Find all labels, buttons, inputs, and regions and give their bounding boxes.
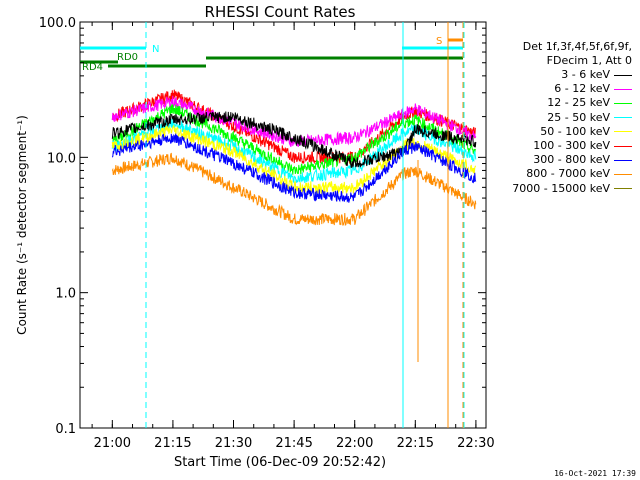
legend-swatch <box>614 159 632 161</box>
flags-layer: N RD0 RD4 S <box>80 22 465 428</box>
legend-label: 3 - 6 keV <box>561 68 610 82</box>
legend-label: 800 - 7000 keV <box>526 167 610 181</box>
legend-item: 100 - 300 keV <box>486 139 632 153</box>
x-tick-label: 21:30 <box>215 436 252 451</box>
y-axis-label: Count Rate (s⁻¹ detector segment⁻¹) <box>15 115 29 335</box>
plot-frame <box>79 21 487 429</box>
x-tick-label: 21:15 <box>154 436 191 451</box>
x-tick-label: 22:00 <box>336 436 373 451</box>
legend-item: 800 - 7000 keV <box>486 167 632 181</box>
legend: Det 1f,3f,4f,5f,6f,9f, FDecim 1, Att 0 3… <box>486 40 632 196</box>
ticks-layer: 21:00 21:15 21:30 21:45 22:00 22:15 22:30 0.1 1.… <box>39 16 495 451</box>
legend-item: 3 - 6 keV <box>486 68 632 82</box>
legend-label: 7000 - 15000 keV <box>512 181 610 195</box>
legend-header-line-2: FDecim 1, Att 0 <box>546 54 632 67</box>
x-tick-label: 21:00 <box>94 436 131 451</box>
legend-label: 25 - 50 keV <box>547 110 610 124</box>
x-tick-label: 21:45 <box>275 436 312 451</box>
legend-item: 7000 - 15000 keV <box>486 182 632 196</box>
chart-title: RHESSI Count Rates <box>205 3 356 21</box>
legend-swatch <box>614 117 632 119</box>
x-tick-label: 22:30 <box>457 436 494 451</box>
x-axis-label: Start Time (06-Dec-09 20:52:42) <box>174 455 386 470</box>
series-trace <box>111 95 477 148</box>
plot-border <box>79 21 487 429</box>
legend-swatch <box>614 145 632 147</box>
series-trace <box>111 111 477 169</box>
legend-label: 100 - 300 keV <box>533 139 610 153</box>
legend-item: 6 - 12 keV <box>486 82 632 96</box>
x-tick-label: 22:15 <box>397 436 434 451</box>
series-trace <box>111 104 477 175</box>
legend-swatch <box>614 188 632 190</box>
timestamp: 16-Oct-2021 17:39 <box>554 469 636 478</box>
legend-swatch <box>614 173 632 175</box>
legend-item: 12 - 25 keV <box>486 96 632 110</box>
legend-item: 25 - 50 keV <box>486 111 632 125</box>
legend-label: 300 - 800 keV <box>533 153 610 167</box>
legend-label: 50 - 100 keV <box>540 124 610 138</box>
legend-swatch <box>614 88 632 90</box>
flag-label: RD0 <box>117 52 138 63</box>
flag-label: RD4 <box>82 62 103 73</box>
y-tick-label: 0.1 <box>55 422 76 437</box>
legend-swatch <box>614 102 632 104</box>
y-tick-label: 1.0 <box>55 287 76 302</box>
series-trace <box>111 152 477 226</box>
legend-label: 12 - 25 keV <box>547 96 610 110</box>
legend-swatch <box>614 74 632 76</box>
legend-item: 50 - 100 keV <box>486 125 632 139</box>
legend-item: 300 - 800 keV <box>486 153 632 167</box>
flag-label: N <box>152 44 159 55</box>
y-tick-label: 100.0 <box>39 16 76 31</box>
legend-label: 6 - 12 keV <box>554 82 610 96</box>
flag-label: S <box>436 36 442 47</box>
legend-swatch <box>614 131 632 133</box>
legend-header-line-1: Det 1f,3f,4f,5f,6f,9f, <box>522 40 632 53</box>
y-tick-label: 10.0 <box>47 151 76 166</box>
series-layer <box>111 89 477 226</box>
series-trace <box>111 133 477 203</box>
legend-rows: 3 - 6 keV 6 - 12 keV 12 - 25 keV 25 - 50 ke… <box>486 68 632 196</box>
